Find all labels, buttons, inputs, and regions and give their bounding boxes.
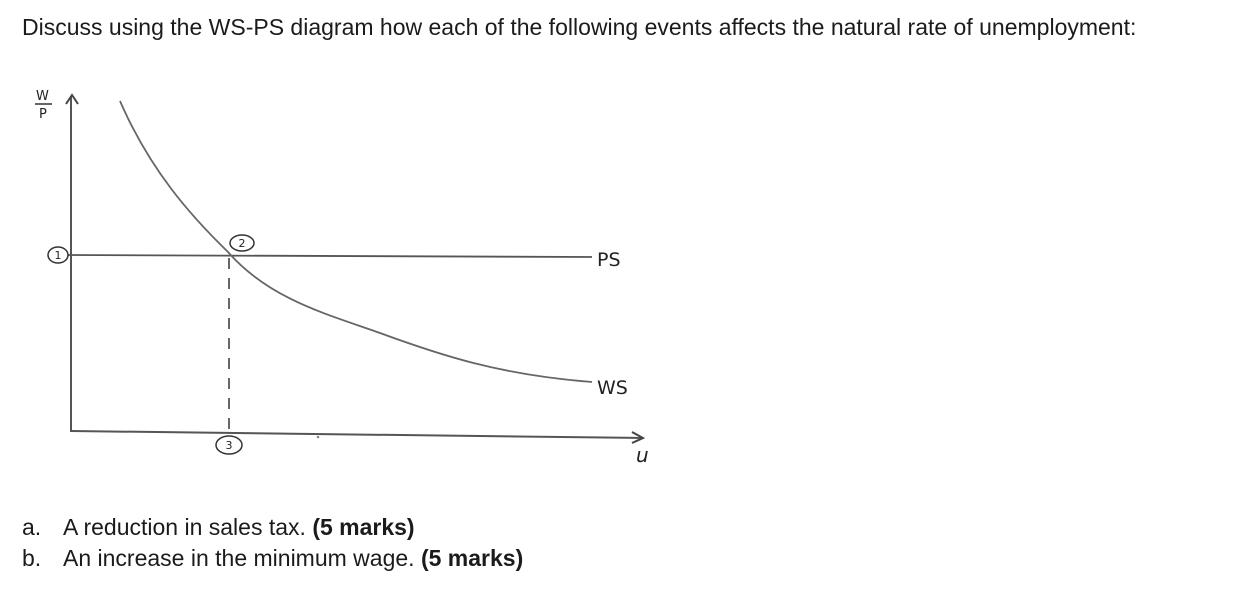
item-text: An increase in the minimum wage. [63, 545, 415, 571]
ps-curve [67, 254, 593, 258]
marker-2: 2 [229, 234, 255, 252]
y-axis-label-denominator: P [39, 107, 47, 122]
question-item-b: b. An increase in the minimum wage. (5 ma… [22, 543, 523, 574]
svg-text:1: 1 [55, 249, 62, 262]
question-items: a. A reduction in sales tax. (5 marks) b.… [22, 512, 523, 574]
question-text: Discuss using the WS-PS diagram how each… [22, 14, 1137, 40]
stray-dot [316, 435, 320, 439]
marker-1: 1 [47, 246, 69, 264]
item-marker: a. [22, 514, 42, 540]
y-axis-arrow [65, 93, 79, 105]
item-marks: (5 marks) [312, 514, 415, 540]
x-axis-label: u [636, 443, 649, 467]
svg-text:3: 3 [226, 439, 233, 452]
question-item-a: a. A reduction in sales tax. (5 marks) [22, 512, 523, 543]
ps-label: PS [597, 249, 621, 271]
ws-curve [119, 100, 593, 383]
item-marker: b. [22, 545, 42, 571]
marker-3: 3 [215, 435, 243, 455]
item-text: A reduction in sales tax. [63, 514, 306, 540]
ws-ps-diagram: W P PS WS 1 2 3 u [35, 89, 649, 467]
svg-text:2: 2 [239, 237, 246, 250]
x-axis-arrow [631, 431, 646, 444]
item-marks: (5 marks) [420, 545, 524, 571]
ws-label: WS [597, 377, 628, 399]
x-axis [70, 430, 643, 439]
y-axis-label-numerator: W [36, 89, 49, 104]
